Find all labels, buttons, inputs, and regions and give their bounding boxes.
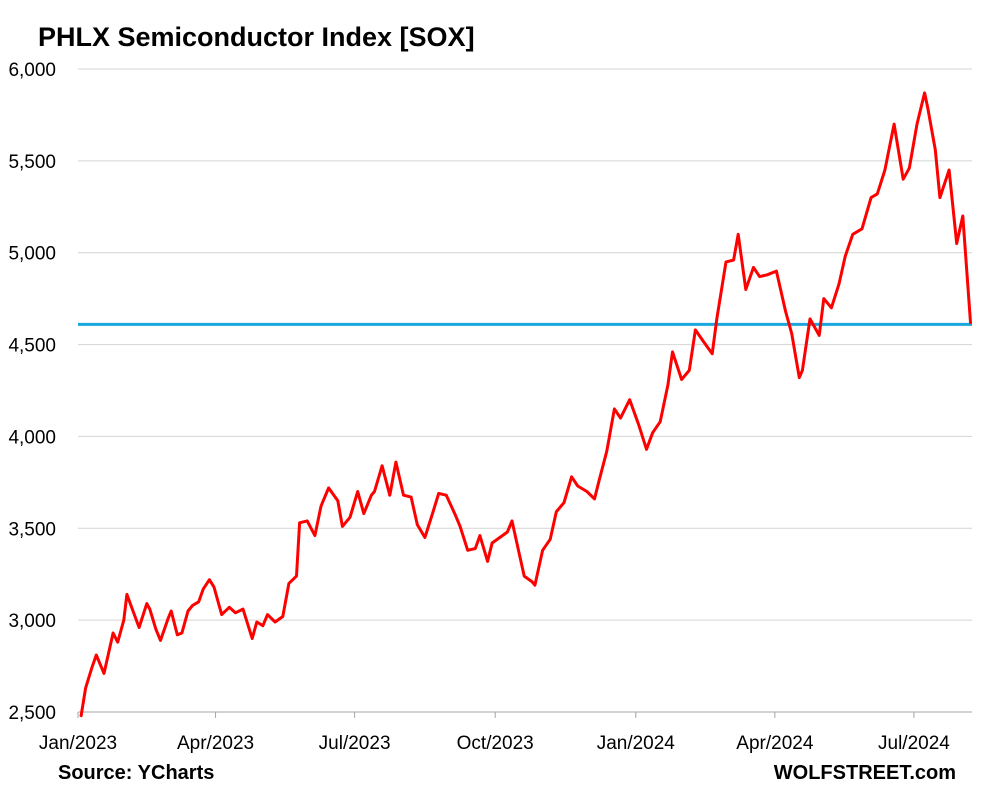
x-tick-label: Jan/2023 — [39, 733, 117, 754]
y-tick-label: 2,500 — [8, 703, 56, 724]
source-note: Source: YCharts — [58, 762, 215, 784]
y-tick-label: 3,000 — [8, 611, 56, 632]
y-tick-label: 6,000 — [8, 60, 56, 81]
x-tick-label: Apr/2024 — [736, 733, 814, 754]
gridlines — [78, 68, 972, 713]
x-tick-label: Jan/2024 — [597, 733, 676, 754]
y-tick-label: 5,500 — [8, 152, 56, 173]
y-tick-label: 3,500 — [8, 519, 56, 540]
series-layer — [79, 91, 972, 718]
y-axis-ticks: 2,500 3,000 3,500 4,000 4,500 5,000 5,500 6,000 — [8, 60, 56, 724]
x-tick-label: Jul/2024 — [878, 733, 950, 754]
x-axis-ticks: Jan/2023 Apr/2023 Jul/2023 Oct/2023 Jan/2024… — [39, 711, 972, 754]
x-tick-label: Jul/2023 — [319, 733, 391, 754]
x-tick-label: Oct/2023 — [457, 733, 534, 754]
chart-title: PHLX Semiconductor Index [SOX] — [38, 22, 475, 52]
y-tick-label: 4,500 — [8, 336, 56, 357]
y-tick-label: 5,000 — [8, 244, 56, 265]
series-line — [79, 91, 972, 718]
brand-label: WOLFSTREET.com — [773, 762, 956, 784]
x-tick-label: Apr/2023 — [177, 733, 254, 754]
y-tick-label: 4,000 — [8, 427, 56, 448]
